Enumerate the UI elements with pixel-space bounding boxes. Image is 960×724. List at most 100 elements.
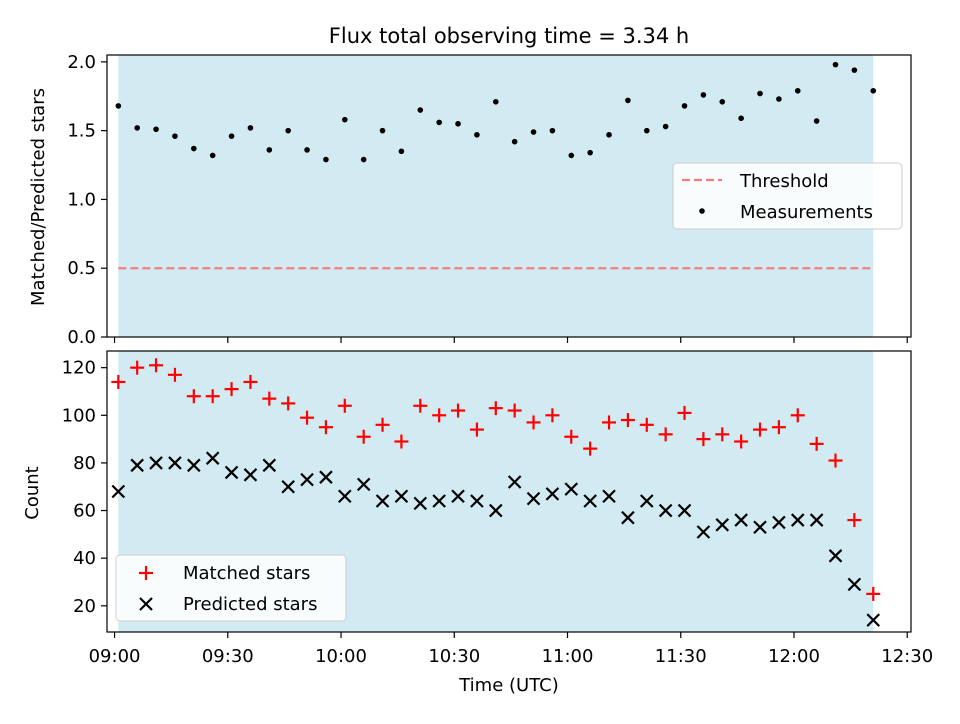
matched-point <box>696 432 711 447</box>
measurement-point <box>568 152 575 159</box>
measurement-point <box>662 123 669 130</box>
predicted-point <box>130 458 144 473</box>
y-tick-label: 0.0 <box>67 327 96 348</box>
matched-point <box>639 417 654 432</box>
matched-point <box>130 360 145 375</box>
y-tick-label: 2.0 <box>67 52 96 73</box>
matched-point <box>715 427 730 442</box>
predicted-point <box>602 489 616 504</box>
measurement-point <box>474 131 480 138</box>
predicted-point <box>526 491 541 506</box>
x-tick-label: 12:30 <box>881 646 933 667</box>
predicted-point <box>470 494 484 508</box>
measurement-point <box>134 125 140 131</box>
y-tick-label: 1.0 <box>67 189 96 210</box>
measurement-point <box>115 103 122 109</box>
predicted-point <box>696 525 711 539</box>
legend-predicted-label: Predicted stars <box>183 594 317 615</box>
matched-point <box>602 415 617 430</box>
ratio-legend-box <box>672 162 903 230</box>
matched-point <box>337 398 352 413</box>
predicted-point <box>187 458 201 473</box>
matched-point <box>186 389 201 404</box>
measurement-point <box>530 129 537 135</box>
matched-point <box>394 434 409 449</box>
predicted-point <box>149 456 163 470</box>
measurement-point <box>643 127 650 134</box>
measurement-point <box>549 127 556 134</box>
predicted-point <box>319 470 333 484</box>
matched-point <box>224 382 239 397</box>
measurement-point <box>757 90 763 97</box>
predicted-point <box>243 468 258 482</box>
matched-point <box>790 408 805 423</box>
x-tick-label: 11:30 <box>655 646 707 667</box>
predicted-point <box>489 503 503 518</box>
predicted-point <box>847 577 862 592</box>
matched-point <box>771 420 786 435</box>
figure-title: Flux total observing time = 3.34 h <box>329 24 689 48</box>
ratio-legend: Threshold Measurements <box>672 162 903 230</box>
count-legend: Matched stars Predicted stars <box>115 554 347 622</box>
matched-point <box>488 401 503 416</box>
predicted-point <box>507 475 522 489</box>
matched-point <box>243 374 258 389</box>
measurement-point <box>379 127 386 134</box>
legend-predicted-swatch <box>139 597 153 611</box>
matched-point <box>828 453 843 468</box>
measurement-point <box>776 96 782 102</box>
matched-point <box>526 415 541 430</box>
y-tick-label: 100 <box>62 405 96 426</box>
ratio-axes-frame <box>106 54 912 338</box>
matched-point <box>583 441 598 456</box>
matched-point <box>281 396 296 411</box>
measurement-point <box>172 133 178 139</box>
y-tick-label: 40 <box>73 548 96 569</box>
count-panel: 20 40 60 80 100 120 09:00 09:30 10:00 10:30 11:00… <box>22 350 933 667</box>
predicted-point <box>639 494 654 508</box>
measurement-point <box>342 116 348 123</box>
matched-point <box>469 422 484 437</box>
y-tick-label: 60 <box>73 501 96 522</box>
x-axis-label: Time (UTC) <box>458 675 559 696</box>
predicted-point <box>564 482 579 496</box>
measurement-point <box>738 115 744 122</box>
measurement-point <box>794 87 801 94</box>
measurement-point <box>832 61 839 68</box>
matched-point <box>262 391 277 406</box>
matched-point <box>809 436 824 451</box>
measurement-point <box>492 98 499 105</box>
matched-point <box>658 427 673 442</box>
matched-point <box>356 429 371 444</box>
matched-point <box>451 403 466 418</box>
legend-threshold-label: Threshold <box>739 171 829 192</box>
x-tick-label: 12:00 <box>768 646 820 667</box>
matched-point <box>734 434 749 449</box>
predicted-point <box>281 479 295 494</box>
matched-point <box>545 408 560 423</box>
measurement-point <box>323 156 329 163</box>
legend-measurement-swatch <box>699 208 705 214</box>
measurement-point <box>360 156 367 163</box>
measurement-point <box>719 98 726 105</box>
measurement-point <box>191 145 197 152</box>
predicted-point <box>828 549 843 563</box>
measurement-point <box>247 125 254 131</box>
predicted-point <box>300 472 314 487</box>
count-legend-box <box>115 554 347 622</box>
measurement-point <box>285 127 291 134</box>
predicted-point <box>394 489 409 504</box>
matched-point <box>753 422 768 437</box>
legend-matched-label: Matched stars <box>183 563 310 584</box>
count-axes-frame <box>106 350 912 633</box>
matched-point <box>318 420 333 435</box>
predicted-point <box>432 494 446 508</box>
predicted-point <box>168 456 182 470</box>
y-tick-label: 0.5 <box>67 258 96 279</box>
predicted-point <box>224 465 239 480</box>
matched-point <box>205 389 220 404</box>
measurement-point <box>587 149 593 156</box>
ratio-panel: 0.00.51.01.52.0 Matched/Predicted stars … <box>28 52 912 348</box>
